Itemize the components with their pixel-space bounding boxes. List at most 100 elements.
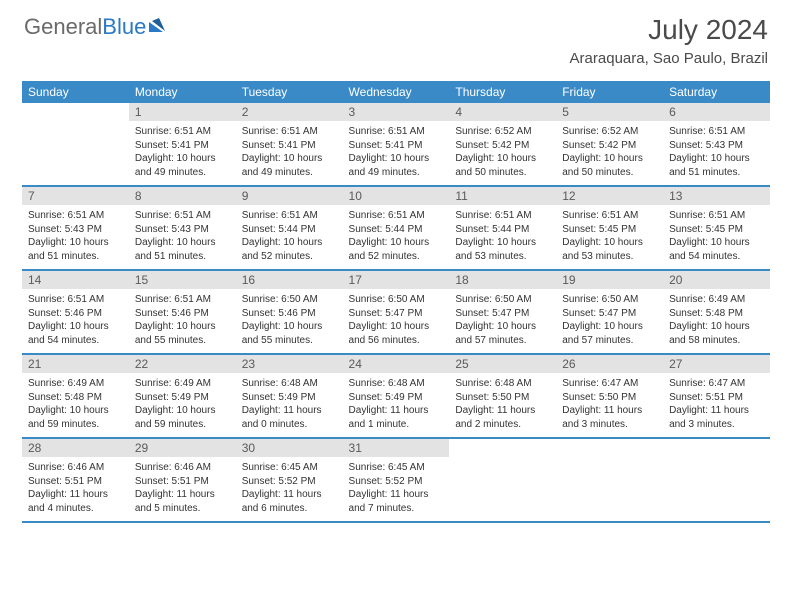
sunset-text: Sunset: 5:43 PM: [135, 223, 230, 237]
day-number-cell: [449, 439, 556, 458]
sunset-text: Sunset: 5:44 PM: [455, 223, 550, 237]
day-content-cell: Sunrise: 6:51 AMSunset: 5:43 PMDaylight:…: [129, 206, 236, 271]
daylight-text-2: and 53 minutes.: [455, 250, 550, 264]
daylight-text-1: Daylight: 10 hours: [562, 152, 657, 166]
daylight-text-2: and 51 minutes.: [135, 250, 230, 264]
day-content-cell: Sunrise: 6:45 AMSunset: 5:52 PMDaylight:…: [236, 458, 343, 523]
day-content-cell: Sunrise: 6:51 AMSunset: 5:43 PMDaylight:…: [22, 206, 129, 271]
brand-mark-icon: [149, 14, 171, 40]
sunrise-text: Sunrise: 6:51 AM: [349, 125, 444, 139]
sunrise-text: Sunrise: 6:46 AM: [28, 461, 123, 475]
daylight-text-2: and 6 minutes.: [242, 502, 337, 516]
separator-cell: [22, 522, 770, 523]
sunset-text: Sunset: 5:47 PM: [349, 307, 444, 321]
header: GeneralBlue July 2024 Araraquara, Sao Pa…: [0, 0, 792, 73]
day-content-row: Sunrise: 6:46 AMSunset: 5:51 PMDaylight:…: [22, 458, 770, 523]
sunset-text: Sunset: 5:51 PM: [28, 475, 123, 489]
day-number-cell: [663, 439, 770, 458]
day-content-cell: Sunrise: 6:49 AMSunset: 5:48 PMDaylight:…: [22, 374, 129, 439]
sunrise-text: Sunrise: 6:51 AM: [669, 209, 764, 223]
daylight-text-1: Daylight: 10 hours: [135, 320, 230, 334]
weekday-header: Thursday: [449, 81, 556, 103]
daylight-text-1: Daylight: 11 hours: [28, 488, 123, 502]
day-content-cell: Sunrise: 6:52 AMSunset: 5:42 PMDaylight:…: [449, 122, 556, 187]
weekday-header: Wednesday: [343, 81, 450, 103]
daylight-text-1: Daylight: 10 hours: [455, 320, 550, 334]
daylight-text-2: and 49 minutes.: [135, 166, 230, 180]
sunrise-text: Sunrise: 6:51 AM: [455, 209, 550, 223]
location-label: Araraquara, Sao Paulo, Brazil: [570, 50, 768, 67]
weekday-header: Sunday: [22, 81, 129, 103]
day-content-cell: Sunrise: 6:45 AMSunset: 5:52 PMDaylight:…: [343, 458, 450, 523]
sunrise-text: Sunrise: 6:50 AM: [349, 293, 444, 307]
sunset-text: Sunset: 5:52 PM: [349, 475, 444, 489]
daylight-text-2: and 57 minutes.: [562, 334, 657, 348]
day-number-cell: 26: [556, 355, 663, 374]
day-number-cell: [556, 439, 663, 458]
day-content-row: Sunrise: 6:51 AMSunset: 5:43 PMDaylight:…: [22, 206, 770, 271]
day-content-cell: Sunrise: 6:50 AMSunset: 5:47 PMDaylight:…: [449, 290, 556, 355]
day-content-cell: Sunrise: 6:46 AMSunset: 5:51 PMDaylight:…: [22, 458, 129, 523]
day-content-cell: Sunrise: 6:46 AMSunset: 5:51 PMDaylight:…: [129, 458, 236, 523]
daylight-text-1: Daylight: 10 hours: [349, 152, 444, 166]
sunrise-text: Sunrise: 6:51 AM: [242, 209, 337, 223]
day-number-cell: 4: [449, 103, 556, 122]
daylight-text-2: and 59 minutes.: [28, 418, 123, 432]
daylight-text-1: Daylight: 10 hours: [135, 404, 230, 418]
daylight-text-1: Daylight: 11 hours: [242, 404, 337, 418]
daylight-text-2: and 58 minutes.: [669, 334, 764, 348]
daylight-text-2: and 49 minutes.: [242, 166, 337, 180]
day-content-cell: [663, 458, 770, 523]
daylight-text-2: and 55 minutes.: [135, 334, 230, 348]
sunrise-text: Sunrise: 6:51 AM: [562, 209, 657, 223]
day-number-cell: 21: [22, 355, 129, 374]
day-content-cell: Sunrise: 6:51 AMSunset: 5:44 PMDaylight:…: [343, 206, 450, 271]
daylight-text-2: and 3 minutes.: [562, 418, 657, 432]
day-content-cell: Sunrise: 6:50 AMSunset: 5:47 PMDaylight:…: [343, 290, 450, 355]
sunrise-text: Sunrise: 6:50 AM: [455, 293, 550, 307]
title-block: July 2024 Araraquara, Sao Paulo, Brazil: [570, 14, 768, 67]
sunset-text: Sunset: 5:42 PM: [455, 139, 550, 153]
day-number-cell: 13: [663, 187, 770, 206]
daylight-text-2: and 3 minutes.: [669, 418, 764, 432]
day-content-cell: Sunrise: 6:50 AMSunset: 5:47 PMDaylight:…: [556, 290, 663, 355]
daylight-text-1: Daylight: 10 hours: [562, 320, 657, 334]
sunset-text: Sunset: 5:41 PM: [242, 139, 337, 153]
day-number-row: 78910111213: [22, 187, 770, 206]
daylight-text-1: Daylight: 10 hours: [669, 320, 764, 334]
day-number-cell: 1: [129, 103, 236, 122]
daylight-text-2: and 51 minutes.: [669, 166, 764, 180]
daylight-text-1: Daylight: 11 hours: [349, 488, 444, 502]
daylight-text-2: and 2 minutes.: [455, 418, 550, 432]
daylight-text-1: Daylight: 10 hours: [135, 236, 230, 250]
day-content-cell: Sunrise: 6:51 AMSunset: 5:45 PMDaylight:…: [556, 206, 663, 271]
day-number-cell: 14: [22, 271, 129, 290]
daylight-text-2: and 51 minutes.: [28, 250, 123, 264]
sunset-text: Sunset: 5:44 PM: [349, 223, 444, 237]
day-number-row: 123456: [22, 103, 770, 122]
sunrise-text: Sunrise: 6:48 AM: [349, 377, 444, 391]
day-number-cell: 3: [343, 103, 450, 122]
sunrise-text: Sunrise: 6:51 AM: [349, 209, 444, 223]
sunset-text: Sunset: 5:49 PM: [242, 391, 337, 405]
sunset-text: Sunset: 5:41 PM: [135, 139, 230, 153]
sunset-text: Sunset: 5:43 PM: [669, 139, 764, 153]
day-number-cell: 27: [663, 355, 770, 374]
sunrise-text: Sunrise: 6:49 AM: [669, 293, 764, 307]
daylight-text-2: and 0 minutes.: [242, 418, 337, 432]
sunrise-text: Sunrise: 6:47 AM: [562, 377, 657, 391]
daylight-text-2: and 56 minutes.: [349, 334, 444, 348]
day-number-cell: 9: [236, 187, 343, 206]
daylight-text-2: and 55 minutes.: [242, 334, 337, 348]
sunrise-text: Sunrise: 6:50 AM: [242, 293, 337, 307]
day-content-row: Sunrise: 6:51 AMSunset: 5:41 PMDaylight:…: [22, 122, 770, 187]
sunrise-text: Sunrise: 6:51 AM: [242, 125, 337, 139]
sunset-text: Sunset: 5:41 PM: [349, 139, 444, 153]
sunrise-text: Sunrise: 6:52 AM: [455, 125, 550, 139]
sunrise-text: Sunrise: 6:51 AM: [28, 209, 123, 223]
weekday-header: Monday: [129, 81, 236, 103]
day-number-cell: 2: [236, 103, 343, 122]
month-title: July 2024: [570, 14, 768, 46]
daylight-text-1: Daylight: 10 hours: [455, 236, 550, 250]
day-number-cell: 29: [129, 439, 236, 458]
